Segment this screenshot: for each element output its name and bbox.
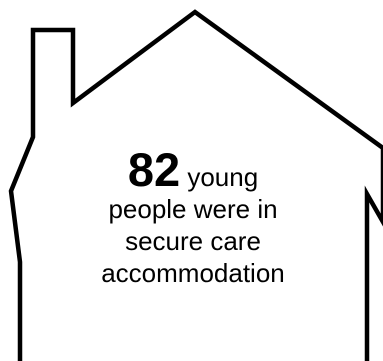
- statistic-line-4: accommodation: [101, 258, 285, 288]
- statistic-text: 82 young people were in secure care acco…: [60, 146, 326, 289]
- statistic-headline: 82 young: [60, 146, 326, 193]
- statistic-number: 82: [127, 143, 181, 196]
- statistic-line-2: people were in: [108, 194, 278, 224]
- statistic-line-3: secure care: [125, 226, 261, 256]
- statistic-lead-word: young: [187, 162, 259, 192]
